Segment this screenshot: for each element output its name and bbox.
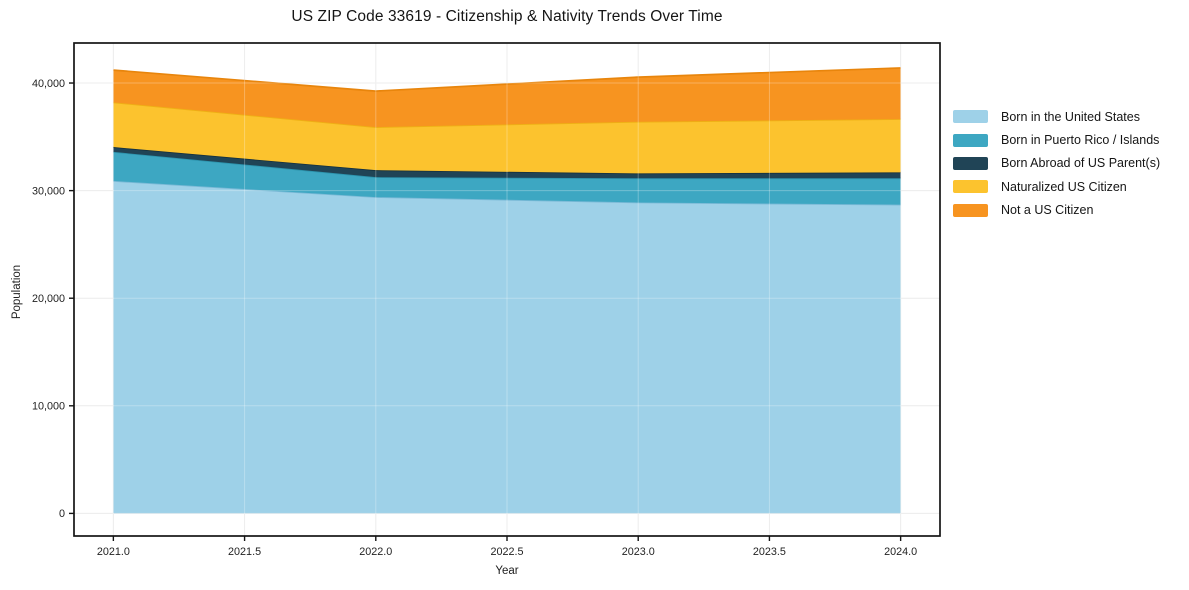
legend-label: Born in Puerto Rico / Islands	[1001, 133, 1160, 148]
area-naturalized-us-citizen	[113, 102, 901, 174]
legend-item: Not a US Citizen	[953, 199, 1160, 222]
x-tick-label: 2021.0	[97, 546, 130, 558]
area-edge-not-a-us-citizen	[113, 67, 901, 92]
y-tick-label: 30,000	[32, 185, 65, 197]
x-tick-label: 2022.5	[490, 546, 523, 558]
legend: Born in the United States Born in Puerto …	[953, 105, 1160, 222]
y-tick-label: 0	[59, 508, 65, 520]
area-not-a-us-citizen	[113, 67, 901, 128]
chart-title: US ZIP Code 33619 - Citizenship & Nativi…	[291, 8, 723, 25]
legend-item: Born in Puerto Rico / Islands	[953, 128, 1160, 151]
y-tick-label: 20,000	[32, 293, 65, 305]
area-born-abroad-of-us-parent-s	[113, 147, 901, 179]
legend-item: Naturalized US Citizen	[953, 175, 1160, 198]
legend-swatch	[953, 110, 988, 124]
area-born-in-the-united-states	[113, 180, 901, 514]
y-tick-label: 10,000	[32, 401, 65, 413]
legend-label: Born Abroad of US Parent(s)	[1001, 156, 1161, 171]
y-axis-label: Population	[11, 264, 23, 320]
x-tick-label: 2023.0	[622, 546, 655, 558]
x-axis-label: Year	[495, 565, 519, 577]
y-tick-label: 40,000	[32, 78, 65, 90]
legend-item: Born Abroad of US Parent(s)	[953, 152, 1160, 175]
legend-item: Born in the United States	[953, 105, 1160, 128]
legend-swatch	[953, 203, 988, 217]
x-tick-label: 2022.0	[359, 546, 392, 558]
legend-label: Not a US Citizen	[1001, 203, 1094, 218]
legend-label: Born in the United States	[1001, 109, 1140, 124]
legend-swatch	[953, 156, 988, 170]
x-tick-label: 2023.5	[753, 546, 786, 558]
x-tick-label: 2024.0	[884, 546, 917, 558]
legend-swatch	[953, 133, 988, 147]
legend-swatch	[953, 180, 988, 194]
legend-label: Naturalized US Citizen	[1001, 179, 1127, 194]
x-tick-label: 2021.5	[228, 546, 261, 558]
